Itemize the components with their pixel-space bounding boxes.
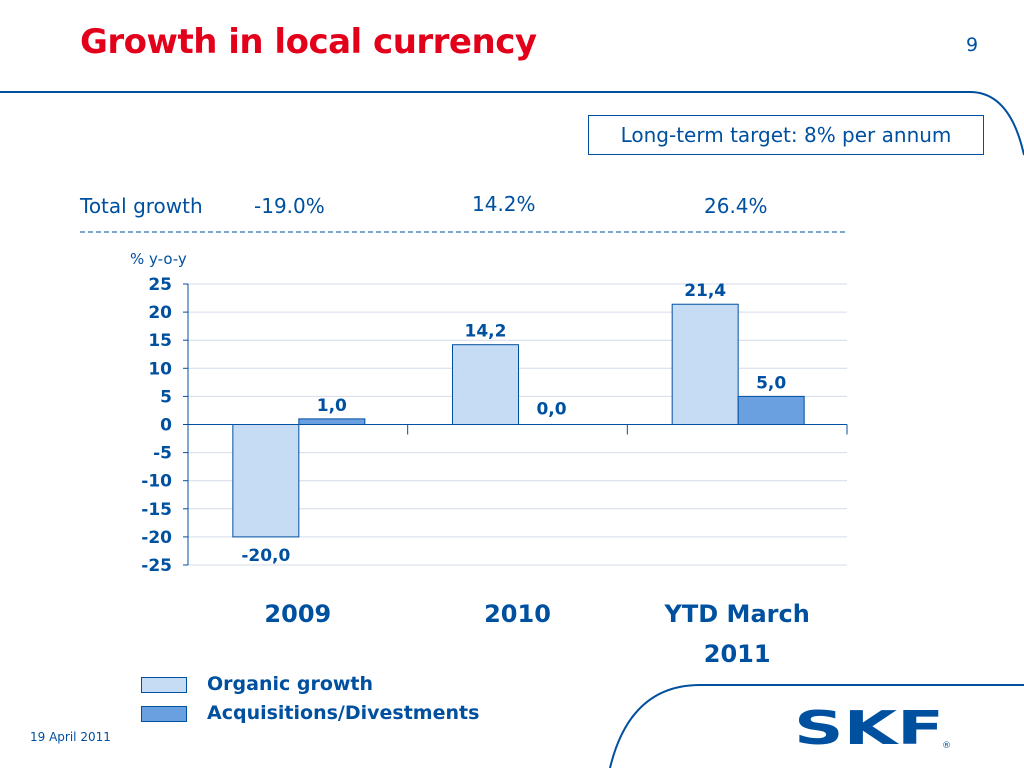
y-tick-label: -15: [141, 500, 172, 520]
legend-swatch-acquisitions: [141, 706, 187, 722]
y-tick-label: 25: [148, 275, 172, 295]
registered-mark: ®: [942, 741, 951, 750]
bar-acquisitions: [737, 395, 805, 425]
legend-label-acquisitions: Acquisitions/Divestments: [207, 702, 480, 724]
data-label: 14,2: [465, 322, 507, 342]
skf-logo-wordmark: SKF: [794, 706, 944, 750]
y-tick-label: -20: [141, 528, 172, 548]
legend-swatch-organic: [141, 677, 187, 693]
data-label: 21,4: [684, 281, 726, 301]
bar-organic: [671, 303, 739, 425]
y-tick-label: -10: [141, 472, 172, 492]
long-term-target-box: Long-term target: 8% per annum: [588, 115, 984, 155]
page-number: 9: [966, 34, 979, 56]
y-tick-label: 0: [160, 416, 172, 436]
total-growth-ytd: 26.4%: [704, 194, 768, 218]
total-growth-label: Total growth: [80, 194, 203, 218]
category-label: YTD March: [664, 600, 810, 628]
bar-acquisitions: [298, 418, 366, 426]
data-label: 5,0: [756, 373, 786, 393]
data-label: -20,0: [241, 546, 290, 566]
bar-organic: [452, 344, 519, 426]
y-tick-label: 20: [148, 303, 172, 323]
skf-logo: SKF ®: [794, 706, 951, 750]
y-tick-label: 10: [148, 359, 172, 379]
data-label: 0,0: [536, 400, 566, 420]
long-term-target-text: Long-term target: 8% per annum: [620, 123, 952, 147]
total-growth-2009: -19.0%: [254, 194, 325, 218]
legend-label-organic: Organic growth: [207, 673, 374, 695]
y-tick-label: 15: [148, 331, 172, 351]
footer-date: 19 April 2011: [30, 730, 111, 744]
category-label: 2010: [484, 600, 551, 628]
data-label: 1,0: [317, 396, 347, 416]
y-tick-label: -5: [153, 444, 172, 464]
category-label: 2011: [704, 640, 771, 668]
y-tick-label: 5: [160, 387, 172, 407]
category-label: 2009: [264, 600, 331, 628]
slide-title: Growth in local currency: [80, 22, 537, 62]
y-unit-label: % y-o-y: [130, 250, 187, 268]
y-tick-label: -25: [141, 556, 172, 576]
bar-organic: [232, 424, 300, 538]
total-growth-2010: 14.2%: [472, 192, 536, 216]
